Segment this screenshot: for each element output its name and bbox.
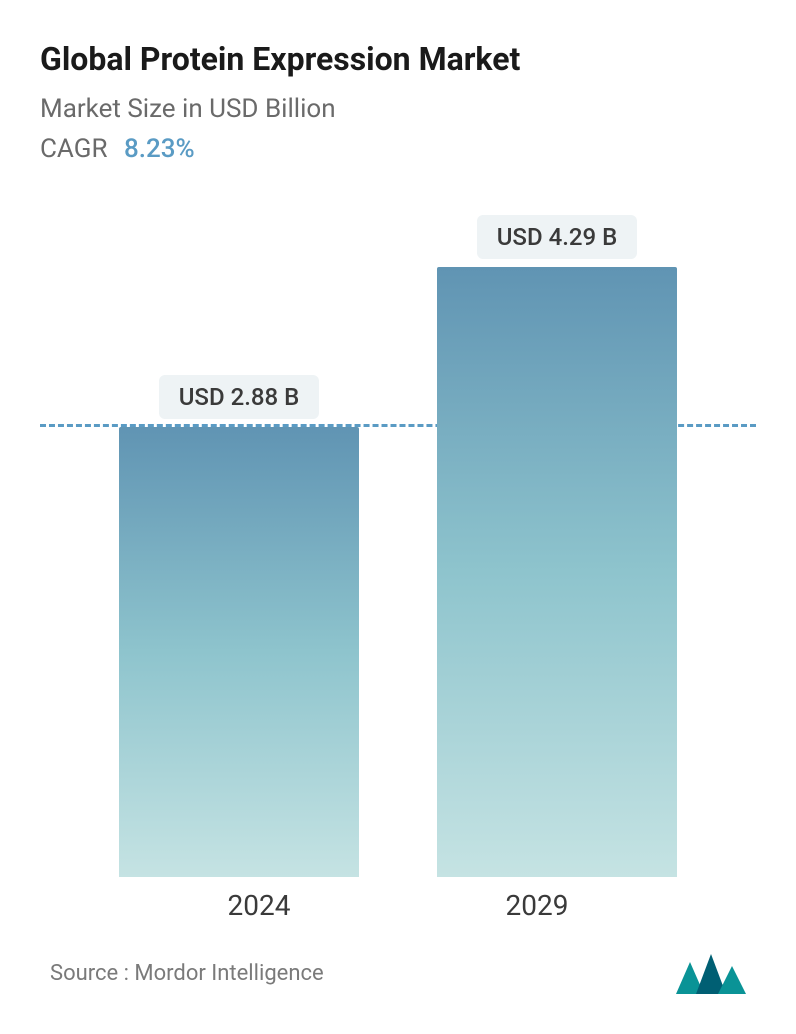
chart-plot-area: USD 2.88 B USD 4.29 B bbox=[40, 204, 756, 877]
bar-0 bbox=[119, 427, 359, 877]
chart-title: Global Protein Expression Market bbox=[40, 40, 756, 78]
cagr-label: CAGR bbox=[40, 134, 107, 164]
chart-container: Global Protein Expression Market Market … bbox=[0, 0, 796, 1034]
bar-value-label-1: USD 4.29 B bbox=[477, 215, 638, 259]
cagr-row: CAGR 8.23% bbox=[40, 134, 756, 164]
mordor-logo-icon bbox=[676, 952, 746, 994]
footer: Source : Mordor Intelligence bbox=[40, 952, 756, 1014]
cagr-value: 8.23% bbox=[124, 134, 195, 164]
axis-label-0: 2024 bbox=[139, 889, 379, 922]
bar-value-label-0: USD 2.88 B bbox=[159, 375, 320, 419]
source-text: Source : Mordor Intelligence bbox=[50, 961, 324, 986]
chart-subtitle: Market Size in USD Billion bbox=[40, 94, 756, 124]
axis-label-1: 2029 bbox=[417, 889, 657, 922]
bar-1 bbox=[437, 267, 677, 877]
bar-group-0: USD 2.88 B bbox=[119, 375, 359, 877]
bar-group-1: USD 4.29 B bbox=[437, 215, 677, 877]
x-axis: 2024 2029 bbox=[40, 877, 756, 952]
